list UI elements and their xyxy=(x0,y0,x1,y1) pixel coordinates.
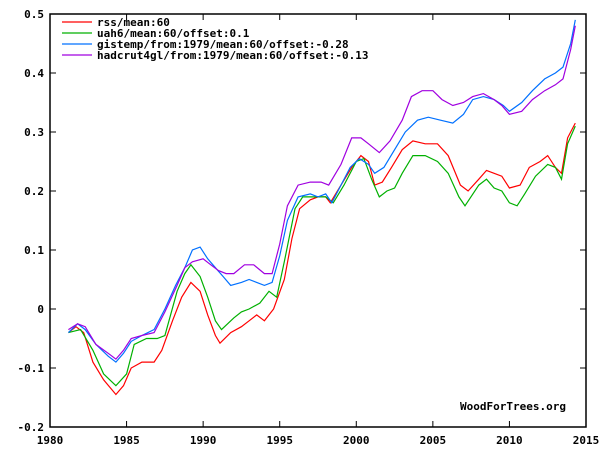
legend: rss/mean:60uah6/mean:60/offset:0.1gistem… xyxy=(62,16,369,62)
y-tick-label: 0.2 xyxy=(24,185,44,198)
series-line-3 xyxy=(68,25,576,360)
y-tick-label: 0.5 xyxy=(24,8,44,21)
watermark: WoodForTrees.org xyxy=(460,400,566,413)
x-tick-label: 2010 xyxy=(496,434,523,447)
series-lines xyxy=(67,19,576,396)
x-tick-label: 1990 xyxy=(190,434,217,447)
legend-label: uah6/mean:60/offset:0.1 xyxy=(97,27,250,40)
x-tick-label: 2015 xyxy=(573,434,600,447)
x-tick-label: 2000 xyxy=(343,434,370,447)
x-tick-label: 2005 xyxy=(420,434,447,447)
plot-frame xyxy=(49,13,587,428)
axes: 1980 1985 1990 1995 2000 2005 2010 2015 0.5 0.4 0.… xyxy=(18,8,600,447)
y-tick-label: -0.1 xyxy=(18,362,45,375)
y-tick-label: -0.2 xyxy=(18,421,45,434)
y-tick-label: 0.4 xyxy=(24,67,44,80)
x-tick-label: 1980 xyxy=(37,434,64,447)
y-tick-label: 0 xyxy=(37,303,44,316)
legend-label: hadcrut4gl/from:1979/mean:60/offset:-0.1… xyxy=(97,49,369,62)
y-tick-label: 0.1 xyxy=(24,244,44,257)
y-tick-label: 0.3 xyxy=(24,126,44,139)
x-tick-label: 1995 xyxy=(266,434,293,447)
series-line-1 xyxy=(68,125,576,387)
legend-label: gistemp/from:1979/mean:60/offset:-0.28 xyxy=(97,38,349,51)
series-line-0 xyxy=(68,122,576,396)
x-tick-label: 1985 xyxy=(113,434,140,447)
legend-label: rss/mean:60 xyxy=(97,16,170,29)
series-line-2 xyxy=(67,19,576,363)
